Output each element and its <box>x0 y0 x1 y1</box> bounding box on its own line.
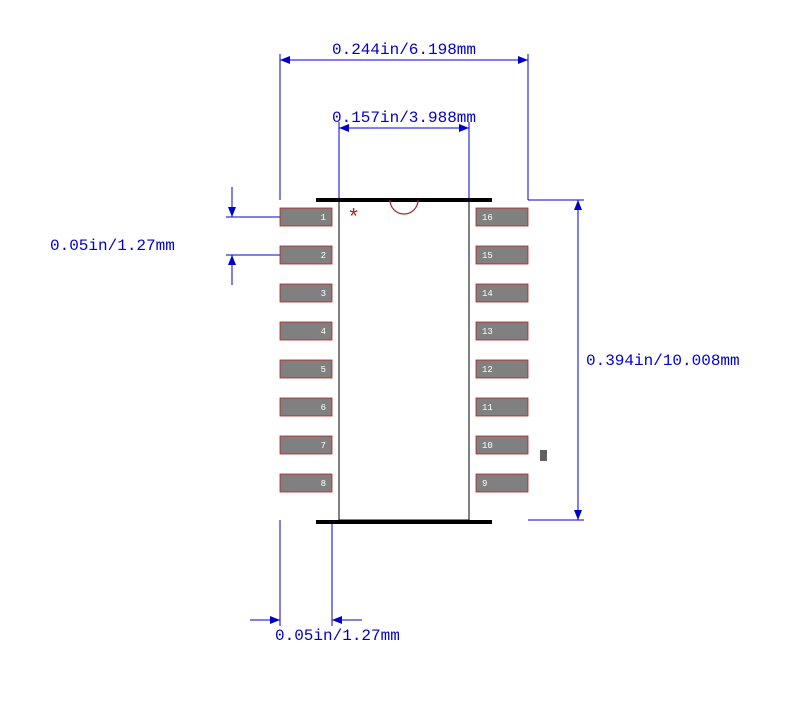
fiducial <box>540 450 547 461</box>
pad-label-10: 10 <box>482 441 493 451</box>
dim-overall-height: 0.394in/10.008mm <box>586 352 740 370</box>
pad-label-5: 5 <box>321 365 326 375</box>
pin1-mark: * <box>347 206 360 231</box>
pad-label-1: 1 <box>321 213 326 223</box>
pad-label-3: 3 <box>321 289 326 299</box>
body-bar-bottom <box>316 520 492 524</box>
dim-pad-width: 0.05in/1.27mm <box>275 627 400 645</box>
dim-pitch: 0.05in/1.27mm <box>50 237 175 255</box>
ic-body <box>339 200 469 520</box>
pad-label-9: 9 <box>482 479 487 489</box>
pad-label-4: 4 <box>321 327 326 337</box>
pad-label-13: 13 <box>482 327 493 337</box>
pad-label-8: 8 <box>321 479 326 489</box>
pad-label-7: 7 <box>321 441 326 451</box>
pad-label-11: 11 <box>482 403 493 413</box>
dim-overall-width: 0.244in/6.198mm <box>332 41 476 59</box>
pad-label-15: 15 <box>482 251 493 261</box>
pad-label-6: 6 <box>321 403 326 413</box>
body-bar-top <box>316 198 492 202</box>
pad-label-14: 14 <box>482 289 493 299</box>
pad-label-16: 16 <box>482 213 493 223</box>
pad-label-12: 12 <box>482 365 493 375</box>
pad-label-2: 2 <box>321 251 326 261</box>
dim-body-width: 0.157in/3.988mm <box>332 109 476 127</box>
